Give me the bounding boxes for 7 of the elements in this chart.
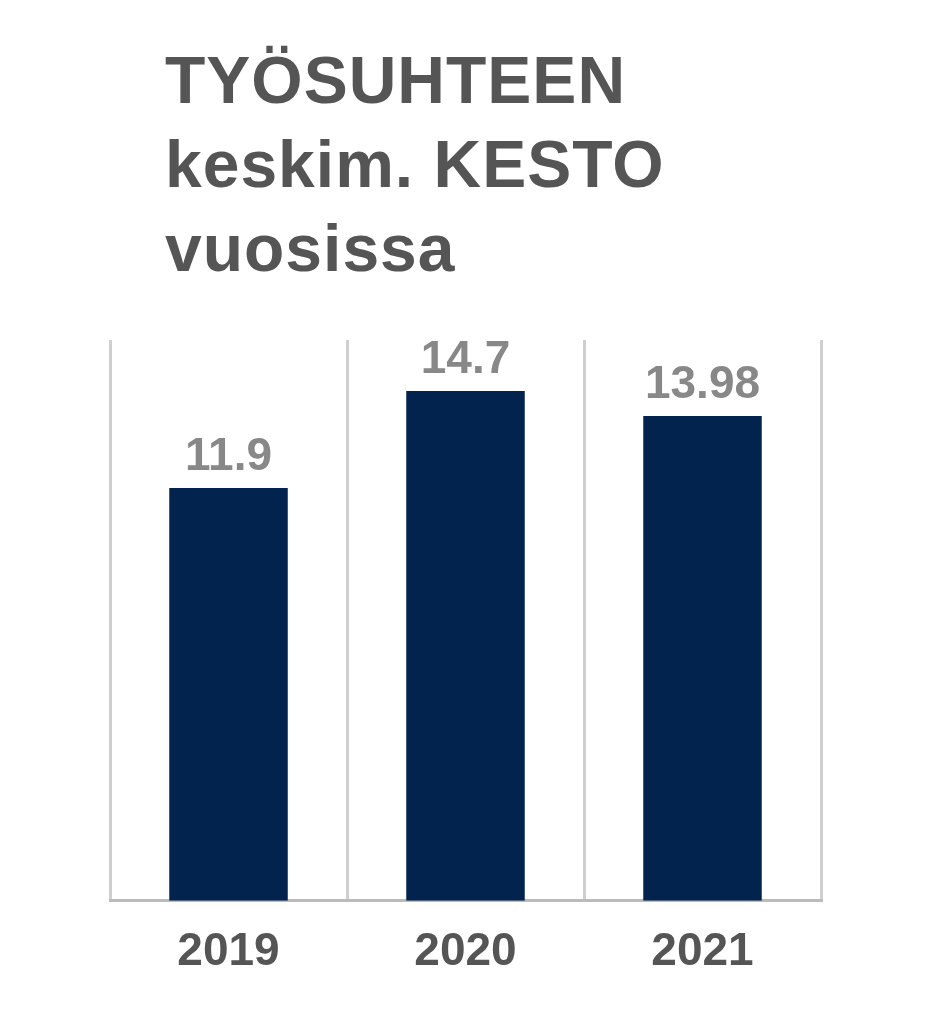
x-tick-label: 2020 (414, 923, 517, 976)
x-tick-label: 2021 (651, 923, 754, 976)
data-label: 11.9 (185, 427, 272, 480)
x-tick-label: 2019 (177, 923, 280, 976)
chart-title: TYÖSUHTEEN keskim. KESTO vuosissa (165, 42, 666, 287)
data-label: 14.7 (420, 330, 511, 383)
data-label: 13.98 (644, 355, 761, 408)
